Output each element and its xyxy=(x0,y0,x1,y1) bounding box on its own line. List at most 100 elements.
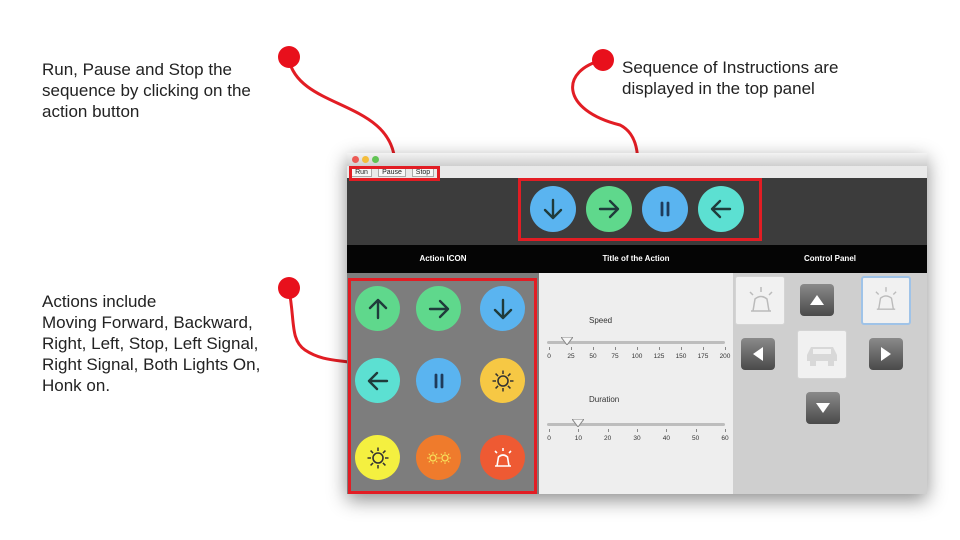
sequence-step[interactable] xyxy=(642,186,688,232)
triangle-down-icon xyxy=(816,403,830,413)
annotation-dot-actions xyxy=(278,277,300,299)
slider-tick-label: 0 xyxy=(547,353,551,360)
slider-tick xyxy=(659,347,660,350)
actions-highlight xyxy=(348,278,537,494)
slider-tick-label: 125 xyxy=(653,353,665,360)
slider-tick xyxy=(615,347,616,350)
action-button[interactable] xyxy=(355,286,400,331)
annotation-sequence: Sequence of Instructions are displayed i… xyxy=(622,58,839,98)
annotation-actions: Actions include Moving Forward, Backward… xyxy=(42,292,261,395)
slider-tick-label: 50 xyxy=(589,353,597,360)
column-header-bar: Action ICON Title of the Action Control … xyxy=(347,245,927,273)
action-icon-panel xyxy=(347,273,539,494)
pause-icon xyxy=(434,373,443,388)
slider-tick xyxy=(703,347,704,350)
left-control-button[interactable] xyxy=(733,330,783,379)
arrow-left-icon xyxy=(367,371,388,390)
speed-label: Speed xyxy=(589,316,613,325)
toolbar-highlight xyxy=(349,166,440,181)
slider-tick-label: 150 xyxy=(675,353,687,360)
action-button[interactable] xyxy=(355,358,400,403)
sequence-step[interactable] xyxy=(698,186,744,232)
action-button[interactable] xyxy=(480,358,525,403)
close-window-icon[interactable] xyxy=(352,156,359,163)
right-signal-icon xyxy=(492,370,513,391)
minimize-window-icon[interactable] xyxy=(362,156,369,163)
action-button[interactable] xyxy=(480,435,525,480)
car-icon-center xyxy=(797,330,847,379)
slider-tick-label: 100 xyxy=(631,353,643,360)
sequence-step[interactable] xyxy=(586,186,632,232)
sequence-step[interactable] xyxy=(530,186,576,232)
left-signal-control-button[interactable] xyxy=(735,276,785,325)
action-button[interactable] xyxy=(416,286,461,331)
right-control-button[interactable] xyxy=(861,330,911,379)
duration-slider-track[interactable] xyxy=(547,423,725,426)
header-action-icon: Action ICON xyxy=(419,254,467,263)
duration-slider-thumb[interactable] xyxy=(572,419,585,427)
arrow-down-icon xyxy=(543,198,563,220)
slider-tick-label: 175 xyxy=(697,353,709,360)
slider-tick-label: 20 xyxy=(604,435,612,442)
title-bar xyxy=(347,153,927,166)
both-lights-icon xyxy=(426,451,451,464)
slider-tick xyxy=(607,429,609,432)
slider-tick xyxy=(571,347,572,350)
header-title-of-action: Title of the Action xyxy=(602,254,670,263)
duration-label: Duration xyxy=(589,395,620,404)
left-signal-icon xyxy=(367,447,388,468)
slider-tick xyxy=(681,347,682,350)
annotation-run-pause-stop: Run, Pause and Stop the sequence by clic… xyxy=(42,60,251,121)
action-button[interactable] xyxy=(416,358,461,403)
slider-tick-label: 50 xyxy=(692,435,700,442)
sequence-panel xyxy=(347,178,927,245)
speed-slider-track[interactable] xyxy=(547,341,725,344)
forward-control-button[interactable] xyxy=(792,276,842,325)
arrow-down-icon xyxy=(493,298,512,319)
slider-tick-label: 25 xyxy=(567,353,575,360)
car-icon xyxy=(807,347,837,366)
slider-tick xyxy=(666,429,668,432)
slider-tick-label: 10 xyxy=(574,435,582,442)
control-panel xyxy=(733,273,927,494)
horn-icon xyxy=(875,287,897,310)
action-button[interactable] xyxy=(416,435,461,480)
slider-tick-label: 60 xyxy=(721,435,729,442)
slider-tick-label: 0 xyxy=(547,435,551,442)
arrow-right-icon xyxy=(598,199,620,219)
slider-tick-label: 30 xyxy=(633,435,641,442)
horn-icon xyxy=(493,447,512,467)
slider-tick xyxy=(725,429,726,432)
slider-tick-label: 75 xyxy=(611,353,619,360)
slider-tick xyxy=(593,347,594,350)
maximize-window-icon[interactable] xyxy=(372,156,379,163)
horn-icon xyxy=(749,287,773,312)
action-button[interactable] xyxy=(355,435,400,480)
slider-tick xyxy=(725,347,726,350)
annotation-dot-sequence xyxy=(592,49,614,71)
sequence-highlight xyxy=(518,178,762,241)
arrow-left-icon xyxy=(710,199,732,219)
slider-tick xyxy=(578,429,580,432)
slider-tick xyxy=(637,429,638,432)
slider-tick-label: 200 xyxy=(719,353,731,360)
backward-control-button[interactable] xyxy=(798,384,848,433)
header-control-panel: Control Panel xyxy=(803,254,856,263)
triangle-left-icon xyxy=(753,347,763,361)
speed-slider-thumb[interactable] xyxy=(560,337,573,345)
triangle-right-icon xyxy=(881,347,891,361)
action-button[interactable] xyxy=(480,286,525,331)
slider-tick-label: 40 xyxy=(662,435,670,442)
action-title-panel: Speed 0 25 50 75 100 125 150 175 200 Duration 0 1… xyxy=(539,273,733,494)
pause-icon xyxy=(660,201,670,217)
slider-tick xyxy=(549,429,550,432)
slider-tick xyxy=(695,429,697,432)
right-signal-control-button[interactable] xyxy=(861,276,911,325)
arrow-up-icon xyxy=(368,298,387,319)
slider-tick xyxy=(549,347,550,350)
arrow-right-icon xyxy=(428,299,449,318)
slider-tick xyxy=(637,347,638,350)
triangle-up-icon xyxy=(810,295,824,305)
annotation-dot-run xyxy=(278,46,300,68)
app-window: Run Pause Stop Action ICON Title of the … xyxy=(347,153,927,494)
